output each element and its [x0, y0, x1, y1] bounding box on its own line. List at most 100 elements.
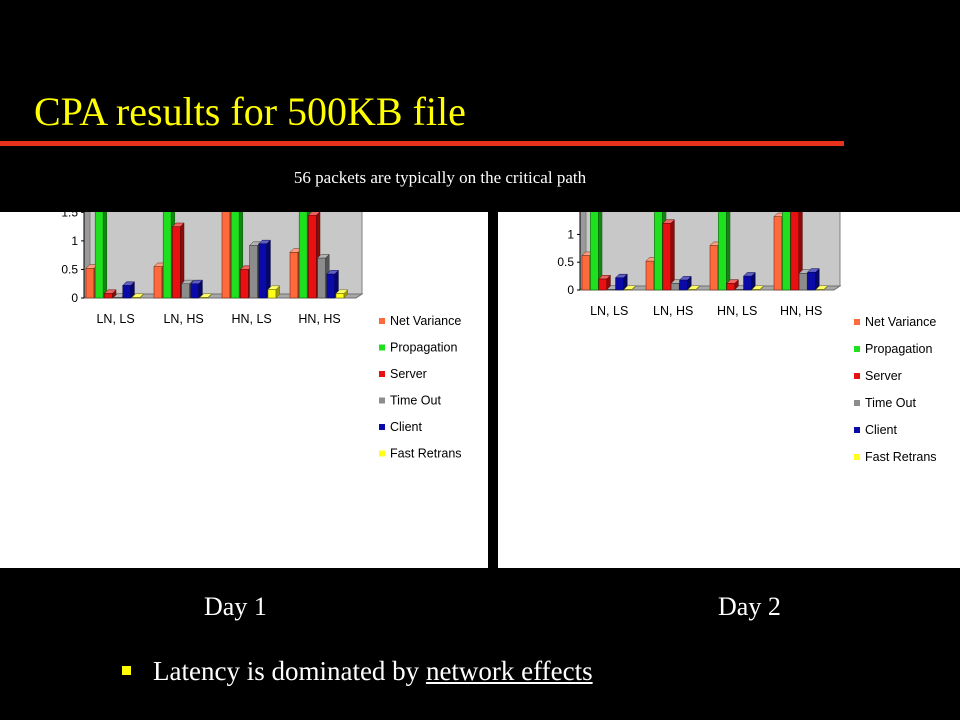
bar-front — [790, 212, 800, 291]
x-category-label: HN, HS — [298, 312, 340, 326]
x-category-label: LN, LS — [96, 312, 134, 326]
y-tick-label: 0.5 — [557, 255, 574, 269]
legend-label: Time Out — [865, 396, 916, 410]
bar-front — [807, 271, 816, 291]
bar-top — [307, 212, 320, 216]
bar-top — [335, 289, 349, 294]
bar-front — [581, 255, 591, 291]
bar-front — [743, 275, 752, 291]
bar-front — [230, 212, 240, 299]
legend-label: Client — [865, 423, 897, 437]
bar-front — [598, 278, 608, 291]
bar-front — [782, 212, 791, 291]
bar-front — [258, 243, 268, 299]
bar-front — [221, 212, 231, 299]
legend-swatch — [854, 373, 860, 379]
bullet-text: Latency is dominated by — [153, 656, 426, 686]
legend-swatch — [854, 346, 860, 352]
bar-front — [335, 293, 345, 299]
legend-label: Propagation — [390, 341, 457, 355]
legend-label: Server — [865, 369, 902, 383]
x-category-label: LN, HS — [653, 304, 693, 318]
bar-top — [751, 285, 765, 290]
legend-label: Server — [390, 367, 427, 381]
bar-front — [94, 212, 104, 299]
bar-top — [122, 281, 136, 286]
x-category-label: HN, LS — [717, 304, 757, 318]
bar-top — [614, 273, 628, 279]
x-category-label: HN, LS — [231, 312, 271, 326]
bar-top — [815, 285, 829, 290]
bar-front — [240, 269, 249, 299]
bar-front — [718, 212, 727, 291]
bar-front — [654, 212, 663, 291]
bar-front — [326, 273, 336, 299]
legend-label: Fast Retrans — [865, 450, 937, 464]
slide-subtitle: 56 packets are typically on the critical… — [293, 168, 587, 187]
bar-front — [153, 266, 163, 299]
x-category-label: LN, HS — [163, 312, 203, 326]
bullet-point: Latency is dominated by network effects — [122, 656, 593, 687]
legend-label: Client — [390, 420, 422, 434]
bar-front — [679, 279, 688, 291]
bar-front — [181, 283, 190, 299]
legend-swatch — [379, 424, 385, 430]
slide-title: CPA results for 500KB file — [34, 89, 466, 134]
bar-top — [171, 222, 185, 227]
bar-front — [104, 293, 113, 299]
bar-top — [598, 275, 612, 280]
legend-swatch — [379, 397, 385, 404]
bar-top — [190, 279, 204, 284]
bar-top — [258, 239, 272, 244]
bar-front — [317, 257, 326, 299]
y-tick-label: 1.5 — [557, 212, 574, 214]
bar-top — [726, 279, 740, 284]
y-tick-label: 0 — [71, 291, 78, 305]
bar-front — [289, 252, 299, 299]
legend-label: Time Out — [390, 394, 441, 408]
bar-top — [316, 254, 330, 259]
y-tick-label: 0.5 — [61, 262, 78, 276]
bar-top — [806, 268, 820, 273]
bar-top — [623, 285, 637, 290]
bar-side — [726, 212, 731, 291]
bar-front — [308, 214, 317, 299]
legend-swatch — [379, 344, 385, 351]
bar-front — [85, 268, 95, 299]
bar-top — [199, 293, 213, 298]
legend-swatch — [854, 319, 860, 325]
x-category-label: HN, HS — [780, 304, 822, 318]
legend-label: Net Variance — [390, 314, 461, 328]
bar-front — [249, 245, 258, 299]
bar-top — [326, 270, 340, 275]
bar-front — [590, 212, 599, 291]
y-tick-label: 1 — [567, 227, 574, 241]
bar-front — [709, 245, 719, 291]
legend-swatch — [854, 427, 860, 433]
legend-swatch — [854, 400, 860, 406]
bar-side — [670, 219, 675, 291]
y-tick-label: 0 — [567, 283, 574, 297]
chart-caption-day-2: Day 2 — [718, 592, 781, 621]
bar-front — [726, 283, 736, 291]
chart-caption-day-1: Day 1 — [204, 592, 267, 621]
legend-label: Propagation — [865, 342, 932, 356]
bar-front — [190, 283, 200, 299]
bar-front — [162, 212, 172, 299]
bar-front — [670, 283, 680, 291]
legend-swatch — [379, 371, 385, 377]
bar-top — [103, 289, 117, 294]
legend-swatch — [854, 454, 860, 460]
bar-front — [773, 216, 783, 291]
bar-top — [131, 293, 145, 298]
y-tick-label: 1 — [71, 234, 78, 248]
title-divider — [0, 141, 844, 146]
legend-label: Fast Retrans — [390, 447, 462, 461]
bar-top — [267, 285, 281, 290]
